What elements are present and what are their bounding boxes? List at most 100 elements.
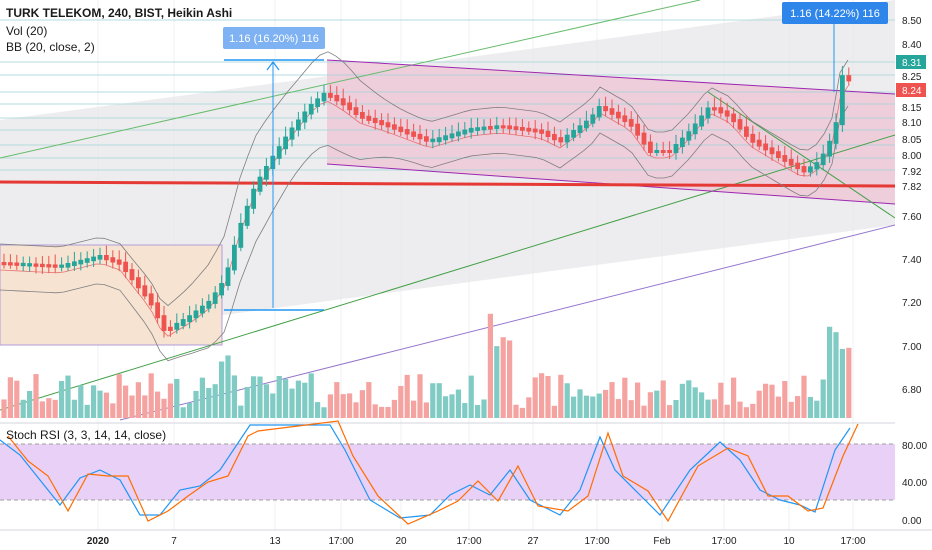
volume-bar [564,383,570,418]
candle-body [673,144,679,153]
candle-body [539,129,544,134]
candle-body [91,256,96,262]
time-tick-label: 20 [395,536,407,547]
volume-bar [462,403,468,418]
candle-body [84,258,90,263]
candle-body [116,259,122,265]
volume-bar [532,377,538,418]
measure-annotation-2: 1.16 (14.22%) 116 [782,2,888,92]
stoch-legend: Stoch RSI (3, 3, 14, 14, close) [6,428,167,442]
volume-bar [1,399,7,418]
volume-bar [679,383,685,418]
volume-bar [782,381,788,418]
price-tick-label: 7.20 [902,298,922,309]
rising-channel-lower [0,134,896,411]
volume-bar [718,382,724,418]
candle-body [520,127,525,131]
candle-body [129,269,135,281]
volume-bar [814,400,820,418]
candle-body [507,125,512,130]
candle-body [372,117,378,124]
volume-bar [103,392,109,418]
stoch-k-line [0,424,851,519]
volume-bar [327,394,333,418]
candle-body [1,262,7,266]
candle-body [14,262,20,266]
volume-bar [244,386,250,418]
volume-bar [91,385,97,418]
candle-body [251,188,256,209]
candle-body [219,282,224,296]
volume-bar [545,376,551,418]
volume-bar [449,394,455,418]
volume-bar [366,382,372,418]
volume-bar [475,404,481,418]
candle-body [257,176,263,192]
candle-body [769,147,775,155]
volume-bar [359,390,365,418]
candle-body [353,107,359,115]
volume-bar [430,383,436,418]
volume-bar [276,375,282,418]
candle-body [500,125,506,129]
volume-bar [404,374,410,418]
volume-bar [519,407,525,418]
volume-bar [807,396,813,418]
bb-upper [0,51,849,307]
volume-bar [379,406,385,418]
candle-body [705,107,711,119]
candle-body [46,264,52,268]
volume-bar [174,378,180,418]
candle-body [494,125,500,129]
volume-bar [820,379,826,418]
stoch-axis-ticks: 80.00 40.00 0.00 [902,441,927,527]
candle-body [680,137,685,147]
volume-bar [398,386,404,418]
time-axis[interactable] [0,530,932,550]
stoch-tick-label: 0.00 [902,516,922,527]
volume-bar [46,398,52,418]
volume-bar [603,389,609,418]
volume-bar [711,399,717,418]
candle-body [334,94,340,102]
bb-legend: BB (20, close, 2) [6,40,95,54]
volume-bar [667,405,673,418]
candle-body [763,143,768,151]
candle-body [756,139,762,147]
volume-bar [238,405,244,418]
candle-body [558,137,564,143]
volume-bar [155,391,161,418]
volume-bar [321,407,327,418]
candle-body [276,146,282,159]
volume-bar [59,380,65,418]
volume-bar [302,382,308,418]
breakout-trendline [707,91,896,219]
time-tick-label: 7 [171,536,177,547]
candle-body [584,120,589,129]
candle-body [712,107,717,111]
candle-body [468,127,474,133]
candle-body [52,264,58,268]
time-tick-label: 17:00 [328,536,353,547]
volume-bar [423,402,429,418]
candle-body [731,113,736,123]
price-tick-label: 7.00 [902,342,922,353]
volume-bar [7,377,13,418]
volume-bar [385,406,391,418]
volume-bar [513,404,519,418]
price-marker-8.31 [896,55,926,69]
volume-bar [673,399,679,418]
candle-body [641,132,647,145]
volume-bar [199,377,205,418]
volume-bar [635,382,641,418]
volume-bar [20,399,26,418]
candle-body [264,166,269,180]
candle-body [180,319,186,326]
candle-body [833,122,839,144]
volume-bar [801,375,807,418]
time-tick-label: 13 [269,536,281,547]
candle-body [20,262,26,267]
volume-bar [161,398,167,418]
candle-body [628,119,634,127]
